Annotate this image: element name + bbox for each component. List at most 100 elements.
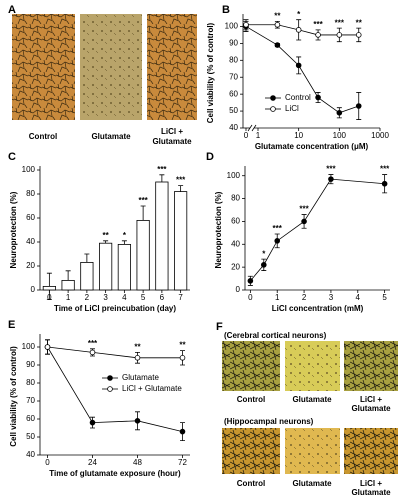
micrograph-texture xyxy=(147,14,197,120)
point xyxy=(274,238,281,244)
y-tick-label: 20 xyxy=(26,261,35,270)
legend-label: LiCl + Glutamate xyxy=(122,384,182,393)
x-tick-label: 5 xyxy=(382,293,387,302)
y-axis-label: Neuroprotection (%) xyxy=(214,191,223,268)
y-tick-label: 70 xyxy=(26,396,35,405)
y-tick-label: 100 xyxy=(22,165,36,174)
x-tick-label: 48 xyxy=(133,458,142,467)
y-tick-label: 40 xyxy=(231,239,240,248)
significance-label: *** xyxy=(313,20,323,29)
x-tick-label: 100 xyxy=(333,131,347,140)
y-tick-label: 100 xyxy=(22,342,36,351)
panel-label: A xyxy=(8,4,16,16)
point xyxy=(243,21,249,28)
panel-label: F xyxy=(216,321,223,333)
y-tick-label: 0 xyxy=(236,285,241,294)
x-tick-label: 2 xyxy=(85,293,90,302)
y-tick-label: 80 xyxy=(26,378,35,387)
line xyxy=(246,24,359,36)
point xyxy=(274,42,281,48)
significance-label: *** xyxy=(88,339,98,348)
line xyxy=(47,346,183,432)
image-label: LiCl + xyxy=(360,479,382,488)
point xyxy=(89,419,96,426)
x-tick-label: 1 xyxy=(256,131,261,140)
point xyxy=(315,94,321,101)
significance-label: *** xyxy=(335,18,345,27)
x-tick-label: 6 xyxy=(160,293,165,302)
y-axis-label: Neuroprotection (%) xyxy=(9,191,18,268)
x-tick-label: 1000 xyxy=(371,131,389,140)
y-tick-label: 80 xyxy=(229,55,238,64)
legend-marker xyxy=(270,95,276,101)
image-label: LiCl + xyxy=(161,127,183,136)
significance-label: * xyxy=(123,231,127,240)
y-tick-label: 50 xyxy=(26,432,35,441)
y-tick-label: 100 xyxy=(225,22,239,31)
y-tick-label: 0 xyxy=(31,285,36,294)
micrograph-texture xyxy=(222,341,280,391)
point xyxy=(328,176,334,182)
group-title: (Cerebral cortical neurons) xyxy=(224,331,327,340)
micrograph-texture xyxy=(285,341,340,391)
line xyxy=(47,346,183,359)
y-tick-label: 70 xyxy=(229,72,238,81)
point xyxy=(315,32,321,38)
point xyxy=(134,417,141,424)
micrograph-texture xyxy=(80,14,142,120)
image-label: Glutamate xyxy=(351,488,391,497)
legend-marker xyxy=(270,106,276,112)
legend-marker xyxy=(107,375,113,381)
point xyxy=(295,62,302,69)
micrograph-texture xyxy=(12,14,75,120)
point xyxy=(355,103,362,109)
micrograph-texture xyxy=(285,428,340,474)
y-axis-label: Cell viability (% of control) xyxy=(206,22,215,123)
legend-marker xyxy=(107,386,113,392)
significance-label: ** xyxy=(103,231,110,240)
image-label: Glutamate xyxy=(351,404,391,413)
x-tick-label: 7 xyxy=(178,293,183,302)
y-axis-label: Cell viability (% of control) xyxy=(9,346,18,447)
significance-label: * xyxy=(297,10,301,19)
y-tick-label: 50 xyxy=(229,106,238,115)
x-tick-label: 10 xyxy=(294,131,303,140)
x-tick-label: 3 xyxy=(329,293,334,302)
x-tick-label: 4 xyxy=(122,293,127,302)
x-tick-label: 72 xyxy=(178,458,187,467)
x-tick-label: 3 xyxy=(103,293,108,302)
legend-label: Control xyxy=(285,93,311,102)
y-tick-label: 40 xyxy=(26,450,35,459)
line xyxy=(250,178,385,282)
x-tick-label: 0 xyxy=(45,458,50,467)
significance-label: *** xyxy=(299,205,309,214)
y-tick-label: 100 xyxy=(227,171,241,180)
line xyxy=(245,26,359,114)
x-axis-label: Time of LiCl preincubation (day) xyxy=(54,304,176,313)
point xyxy=(274,21,281,28)
y-tick-label: 20 xyxy=(231,262,240,271)
point xyxy=(179,428,186,435)
micrograph-texture xyxy=(222,428,280,474)
significance-label: ** xyxy=(134,343,141,352)
significance-label: *** xyxy=(273,224,283,233)
image-label: LiCl + xyxy=(360,395,382,404)
panel-label: C xyxy=(8,151,16,163)
point xyxy=(179,354,186,361)
significance-label: ** xyxy=(274,11,281,20)
panel-label: E xyxy=(8,319,15,331)
point xyxy=(295,27,302,33)
panel-label: D xyxy=(206,151,214,163)
point xyxy=(260,262,267,268)
x-tick-label: 2 xyxy=(302,293,307,302)
y-tick-label: 60 xyxy=(26,213,35,222)
significance-label: *** xyxy=(380,165,390,174)
point xyxy=(336,32,343,38)
group-title: (Hippocampal neurons) xyxy=(224,417,314,426)
significance-label: *** xyxy=(176,176,186,185)
bar xyxy=(61,279,75,291)
point xyxy=(247,278,254,284)
x-axis-label: Glutamate concentration (μM) xyxy=(255,142,369,151)
image-label: Glutamate xyxy=(292,479,332,488)
